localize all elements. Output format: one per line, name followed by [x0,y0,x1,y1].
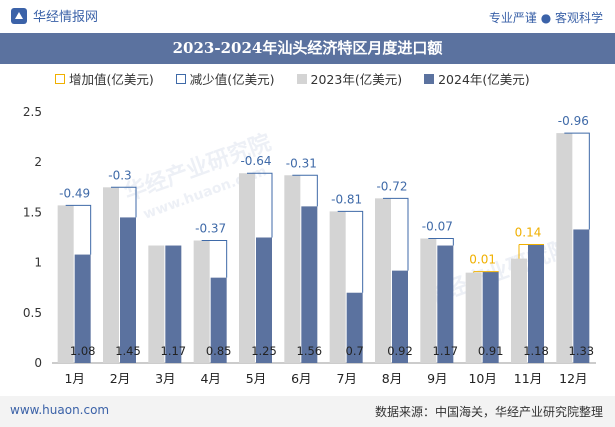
bar-2023 [148,245,165,363]
y-tick-label: 0.5 [23,306,42,320]
tagline: 专业严谨 ● 客观科学 [488,11,603,25]
value-label-2024: 1.17 [433,344,459,358]
y-tick-label: 2.5 [23,105,42,119]
value-label-2024: 1.33 [569,344,595,358]
legend-2023-label: 2023年(亿美元) [310,72,403,87]
change-label: -0.72 [376,179,407,193]
x-tick-label: 7月 [336,371,356,386]
change-label: -0.81 [331,192,362,206]
bar-2024 [392,270,408,363]
bar-2023 [375,198,391,363]
legend-item-increase[interactable]: 增加值(亿美元) [55,69,154,88]
x-tick-label: 1月 [64,371,84,386]
chart-title: 2023-2024年汕头经济特区月度进口额 [172,39,443,57]
y-tick-label: 1 [34,256,42,270]
value-label-2024: 0.92 [387,344,413,358]
bar-2024 [301,206,318,363]
bar-2023 [239,173,255,363]
top-bar: 华经情报网 专业严谨 ● 客观科学 [0,0,615,33]
value-label-2024: 1.56 [297,344,323,358]
legend-2023-swatch [296,73,307,84]
change-bracket [564,132,590,230]
legend-decrease-label: 减少值(亿美元) [189,72,275,87]
x-tick-label: 6月 [291,371,311,386]
change-bracket [247,172,273,238]
value-label-2024: 0.7 [346,344,364,358]
bar-2024 [346,292,363,363]
footer-source: 数据来源：中国海关，华经产业研究院整理 [374,405,603,419]
x-tick-label: 12月 [559,371,587,386]
change-bracket [65,204,92,255]
value-label-2024: 1.17 [161,344,187,358]
bar-2024 [165,245,182,363]
change-label: 0.01 [469,253,496,267]
bar-2024 [210,277,227,363]
bar-2023 [420,238,437,363]
bar-2024 [482,271,499,363]
brand-logo-icon [11,7,27,24]
legend-increase-label: 增加值(亿美元) [69,72,154,87]
bar-2024 [528,244,544,363]
x-tick-label: 8月 [382,371,402,386]
change-bracket [383,197,409,271]
value-label-2024: 1.25 [251,344,277,358]
value-label-2024: 0.85 [206,344,232,358]
bar-2024 [573,229,590,363]
bar-2024 [120,217,136,363]
legend-item-2023[interactable]: 2023年(亿美元) [296,69,403,88]
bar-2023 [556,133,573,363]
legend-item-decrease[interactable]: 减少值(亿美元) [175,69,275,88]
change-label: -0.31 [286,156,317,170]
change-label: -0.49 [59,186,90,200]
change-label: -0.64 [240,154,271,168]
legend-item-2024[interactable]: 2024年(亿美元) [424,69,530,88]
change-bracket [428,238,454,246]
bar-2023 [465,272,482,363]
value-label-2024: 1.45 [115,344,141,358]
footer-site-link[interactable]: www.huaon.com [10,403,110,417]
x-tick-label: 11月 [514,371,542,386]
bar-2023 [329,211,346,363]
x-tick-label: 9月 [427,371,447,386]
value-label-2024: 0.91 [478,344,504,358]
brand-name: 华经情报网 [33,10,99,25]
y-tick-label: 1.5 [23,205,42,219]
x-tick-label: 3月 [155,371,175,386]
x-tick-label: 2月 [110,371,130,386]
bar-2024 [437,245,454,363]
y-tick-label: 2 [34,155,42,169]
footer-bar: www.huaon.com 数据来源：中国海关，华经产业研究院整理 [0,396,615,427]
legend-2024-label: 2024年(亿美元) [438,72,530,87]
bar-2023 [103,187,119,363]
value-label-2024: 1.08 [70,344,96,358]
change-bracket [111,186,137,218]
change-label: -0.07 [422,220,453,234]
bar-2023 [57,205,74,363]
legend-increase-swatch [55,73,65,84]
change-bracket [201,240,228,278]
change-label: 0.14 [515,226,542,240]
change-label: -0.37 [195,222,226,236]
x-tick-label: 10月 [468,371,496,386]
x-tick-label: 4月 [200,371,220,386]
chart-title-bar: 2023-2024年汕头经济特区月度进口额 [0,33,615,64]
legend-2024-swatch [424,73,435,84]
change-label: -0.96 [558,114,589,128]
chart-plot: 0 0.5 1 1.5 2 2.5 -0.49 1.08 1月 -0.3 1.45 2月 1.17 3月 -… [23,105,596,386]
value-label-2024: 1.18 [523,344,549,358]
bar-2023 [511,258,527,363]
chart-legend: 增加值(亿美元) 减少值(亿美元) 2023年(亿美元) 2024年(亿美元) [55,69,552,88]
bar-2023 [284,175,301,363]
y-tick-label: 0 [34,356,42,370]
x-tick-label: 5月 [246,371,266,386]
change-bracket [292,174,318,207]
change-label: -0.3 [108,168,131,182]
bar-2023 [193,240,210,363]
bar-2024 [256,237,272,363]
bar-2024 [74,254,91,363]
brand[interactable]: 华经情报网 [10,6,98,25]
legend-decrease-swatch [175,73,186,84]
change-bracket [337,210,364,293]
